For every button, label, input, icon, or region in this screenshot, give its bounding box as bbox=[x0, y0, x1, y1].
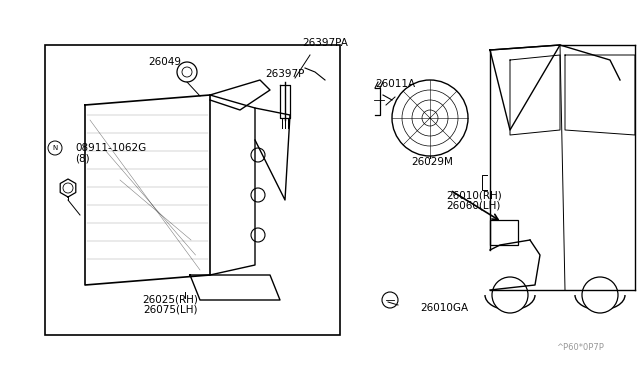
Text: 26025(RH): 26025(RH) bbox=[142, 295, 198, 305]
Text: N: N bbox=[52, 145, 58, 151]
Circle shape bbox=[492, 277, 528, 313]
Text: 26010(RH): 26010(RH) bbox=[446, 190, 502, 200]
Text: 26060(LH): 26060(LH) bbox=[446, 200, 500, 210]
Bar bbox=[45, 45, 340, 335]
Text: 26049: 26049 bbox=[148, 57, 182, 67]
Text: 26029M: 26029M bbox=[411, 157, 453, 167]
Circle shape bbox=[582, 277, 618, 313]
Text: 26011A: 26011A bbox=[375, 79, 415, 89]
Text: 26397PA: 26397PA bbox=[302, 38, 348, 48]
Text: 26397P: 26397P bbox=[266, 69, 305, 79]
Text: ^P60*0P7P: ^P60*0P7P bbox=[556, 343, 604, 353]
Bar bbox=[490, 220, 518, 245]
Text: (8): (8) bbox=[75, 153, 90, 163]
Text: 26075(LH): 26075(LH) bbox=[143, 305, 197, 315]
Text: 26010GA: 26010GA bbox=[420, 303, 468, 313]
Text: 08911-1062G: 08911-1062G bbox=[75, 143, 147, 153]
